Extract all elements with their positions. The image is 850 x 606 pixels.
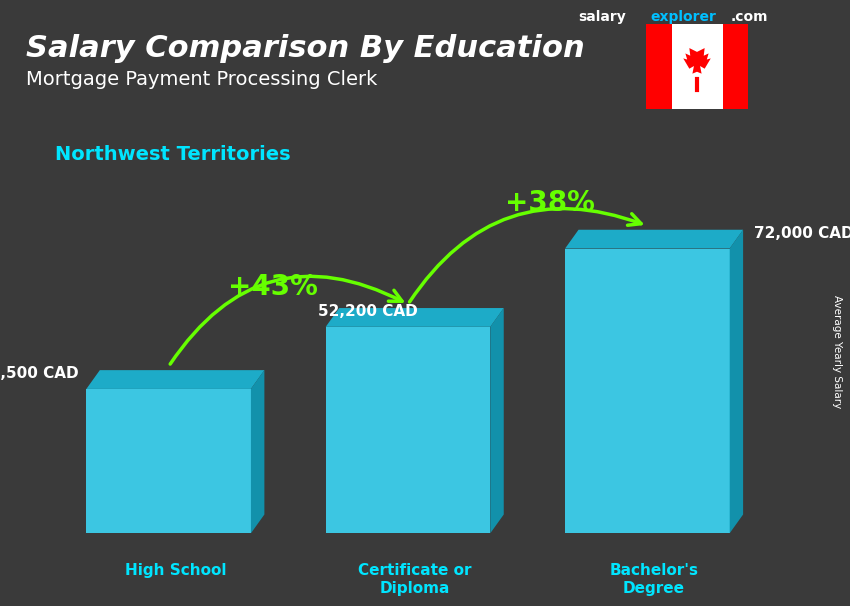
Polygon shape [683, 48, 711, 74]
Polygon shape [729, 230, 743, 533]
Text: High School: High School [125, 564, 226, 578]
Polygon shape [672, 24, 722, 109]
Text: 72,000 CAD: 72,000 CAD [754, 226, 850, 241]
Text: Certificate or
Diploma: Certificate or Diploma [358, 564, 472, 596]
Text: +43%: +43% [229, 273, 318, 301]
Text: +38%: +38% [505, 189, 595, 217]
Text: Bachelor's
Degree: Bachelor's Degree [609, 564, 699, 596]
Text: Salary Comparison By Education: Salary Comparison By Education [26, 34, 584, 63]
Text: Mortgage Payment Processing Clerk: Mortgage Payment Processing Clerk [26, 70, 377, 89]
Polygon shape [251, 370, 264, 533]
Text: explorer: explorer [650, 10, 716, 24]
Polygon shape [326, 308, 504, 327]
Polygon shape [490, 308, 504, 533]
Text: .com: .com [731, 10, 768, 24]
Text: 36,500 CAD: 36,500 CAD [0, 367, 79, 381]
Text: Average Yearly Salary: Average Yearly Salary [832, 295, 842, 408]
Polygon shape [87, 370, 264, 389]
Polygon shape [646, 24, 672, 109]
Text: Northwest Territories: Northwest Territories [55, 145, 291, 164]
Polygon shape [87, 389, 251, 533]
Polygon shape [326, 327, 490, 533]
Text: 52,200 CAD: 52,200 CAD [318, 304, 418, 319]
Polygon shape [565, 230, 743, 248]
Polygon shape [722, 24, 748, 109]
Text: salary: salary [578, 10, 626, 24]
Polygon shape [565, 248, 729, 533]
